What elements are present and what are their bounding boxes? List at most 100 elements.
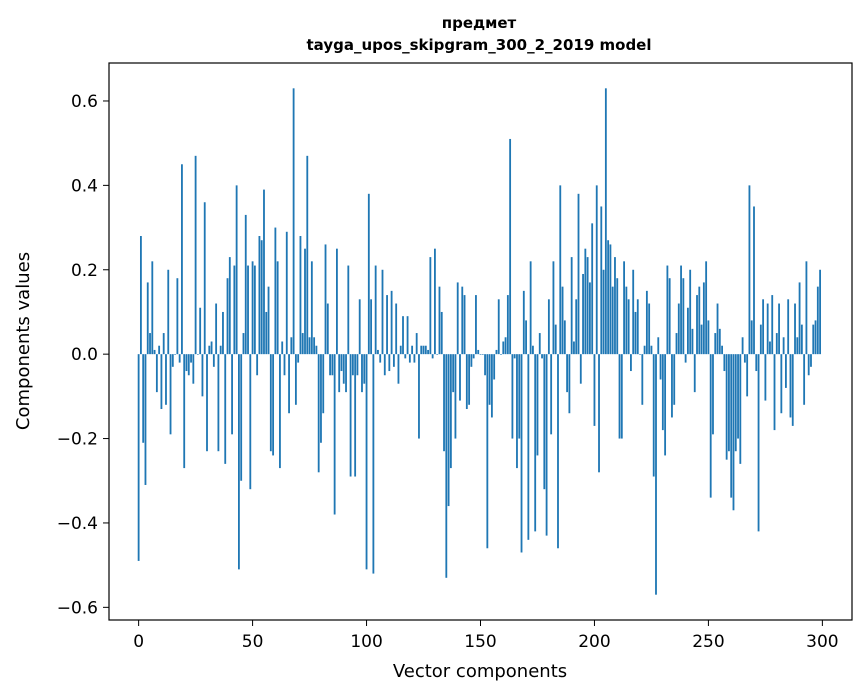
bar	[310, 261, 313, 355]
bar	[313, 337, 316, 355]
bar	[682, 278, 685, 355]
bar	[452, 354, 455, 393]
bar	[773, 354, 776, 431]
bar	[176, 278, 179, 355]
bar	[518, 354, 521, 439]
bar	[354, 354, 357, 477]
bar	[639, 354, 641, 355]
bar	[604, 88, 607, 355]
bar	[201, 354, 204, 397]
bar	[279, 354, 281, 469]
bar	[561, 286, 564, 355]
bar	[233, 265, 236, 355]
bar	[586, 257, 589, 355]
bar	[285, 231, 288, 355]
bar	[281, 341, 284, 355]
bar	[253, 265, 256, 355]
bar	[329, 354, 331, 376]
bar	[235, 185, 238, 355]
bar	[356, 354, 359, 376]
bar	[623, 261, 625, 355]
bar	[199, 307, 202, 355]
bar	[737, 354, 739, 439]
bar	[641, 354, 644, 405]
bar	[454, 354, 457, 439]
bar	[762, 299, 765, 355]
bar	[465, 354, 468, 410]
bar	[620, 354, 623, 439]
bar	[374, 265, 377, 355]
bar	[322, 354, 325, 414]
bar	[251, 261, 254, 355]
bar	[151, 261, 154, 355]
bar	[463, 295, 466, 355]
bar	[395, 303, 398, 355]
bar	[525, 320, 527, 355]
bar	[643, 345, 646, 355]
bars-group	[137, 88, 822, 595]
bar	[497, 299, 500, 355]
bar	[543, 354, 546, 490]
bar	[552, 261, 555, 355]
bar	[470, 354, 473, 367]
bar	[274, 227, 277, 355]
bar	[659, 354, 662, 380]
bar	[816, 286, 819, 355]
bar	[557, 354, 559, 549]
bar	[796, 337, 799, 355]
bar	[627, 299, 630, 355]
bar	[185, 354, 188, 372]
bar	[814, 320, 817, 355]
bar	[381, 269, 384, 355]
bar	[171, 354, 174, 367]
bar	[614, 257, 616, 355]
bar	[547, 299, 550, 355]
bar	[206, 354, 208, 452]
bar	[575, 299, 578, 355]
bar	[725, 354, 728, 460]
bar	[746, 354, 749, 397]
bar	[190, 354, 192, 363]
bar	[169, 354, 172, 435]
bar	[340, 354, 343, 372]
x-tick-label: 200	[578, 632, 610, 652]
bar	[634, 311, 637, 355]
bar	[240, 354, 243, 481]
chart-subtitle: tayga_upos_skipgram_300_2_2019 model	[307, 36, 652, 54]
bar	[365, 354, 368, 570]
bar	[456, 282, 459, 355]
bar	[413, 354, 416, 363]
bar	[798, 282, 801, 355]
x-tick-label: 300	[806, 632, 838, 652]
bar	[541, 354, 543, 359]
bar	[162, 333, 165, 355]
bar	[481, 354, 484, 355]
bar	[787, 299, 790, 355]
bar	[317, 354, 320, 473]
bar	[584, 248, 587, 355]
bar	[657, 337, 660, 355]
bar	[331, 354, 334, 376]
bar	[192, 354, 195, 384]
bar	[445, 354, 448, 578]
bar	[655, 354, 657, 595]
bar	[181, 164, 183, 355]
bar	[668, 278, 671, 355]
bar	[509, 138, 512, 355]
bar	[196, 354, 199, 355]
bar	[714, 333, 717, 355]
bar	[447, 354, 450, 507]
bar	[791, 354, 794, 426]
bar	[671, 354, 673, 418]
bar	[520, 354, 523, 553]
chart-title: предмет	[442, 14, 517, 32]
bar	[477, 349, 480, 355]
bar	[429, 257, 432, 355]
bar	[769, 341, 771, 355]
bar	[345, 354, 347, 393]
y-tick-label: 0.0	[71, 345, 98, 365]
bar	[144, 354, 147, 485]
bar	[377, 349, 379, 355]
bar	[700, 324, 703, 355]
bar	[680, 265, 682, 355]
